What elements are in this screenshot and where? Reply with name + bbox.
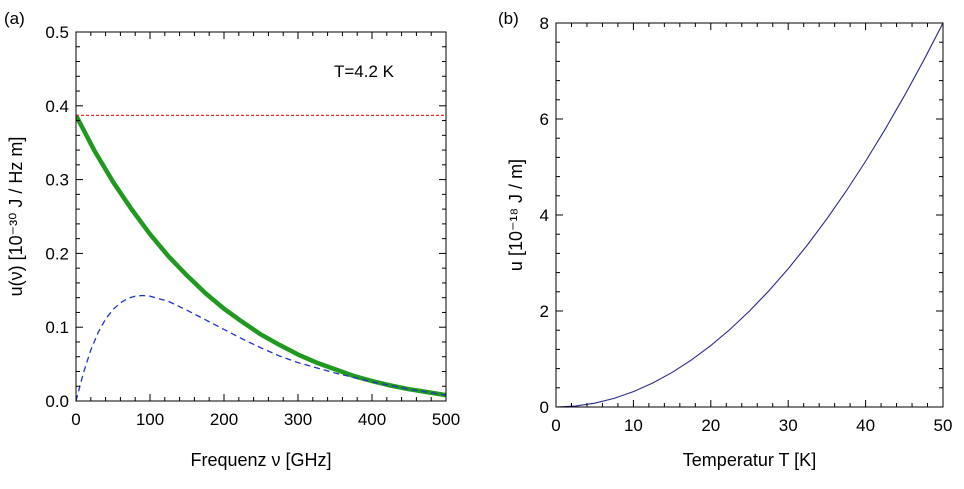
chart-panel-a: 0 100 200 300 400 500 0.0 0.1 0.2 0.3 0.4 0.5 Freque… (4, 9, 460, 470)
plot-frame (75, 31, 447, 402)
y-tick-label: 0.5 (45, 23, 69, 42)
y-tick-label: 6 (540, 110, 549, 129)
y-tick-label: 0.2 (45, 244, 69, 263)
y-axis-title: u(ν) [10⁻³⁰ J / Hz m] (6, 137, 26, 297)
x-tick-label: 0 (551, 416, 560, 435)
x-tick-label: 500 (432, 410, 460, 429)
y-tick-label: 0.4 (45, 97, 69, 116)
plot-area (556, 23, 943, 407)
x-tick-label: 40 (856, 416, 875, 435)
temperature-annotation: T=4.2 K (334, 62, 395, 81)
plot-area (76, 114, 446, 401)
x-tick-label: 30 (779, 416, 798, 435)
y-tick-label: 0.1 (45, 318, 69, 337)
x-axis-title: Temperatur T [K] (683, 450, 816, 470)
x-tick-label: 100 (136, 410, 164, 429)
series-line-solid-thick (76, 114, 446, 398)
x-axis-title: Frequenz ν [GHz] (190, 450, 331, 470)
x-tick-label: 400 (358, 410, 386, 429)
y-tick-label: 2 (540, 302, 549, 321)
x-tick-label: 10 (624, 416, 643, 435)
x-tick-label: 0 (71, 410, 80, 429)
series-line-dashed (76, 294, 446, 401)
x-tick-label: 20 (701, 416, 720, 435)
y-tick-label: 0 (540, 398, 549, 417)
y-tick-label: 8 (540, 14, 549, 33)
series-line-solid-thin (556, 23, 943, 407)
y-tick-label: 0.3 (45, 171, 69, 190)
x-tick-label: 200 (210, 410, 238, 429)
panel-label: (b) (498, 9, 519, 28)
plot-frame (555, 22, 944, 408)
panel-label: (a) (4, 9, 25, 28)
x-tick-label: 300 (284, 410, 312, 429)
y-tick-label: 0.0 (45, 392, 69, 411)
y-tick-label: 4 (540, 206, 549, 225)
x-tick-label: 50 (934, 416, 953, 435)
y-axis-title: u [10⁻¹⁸ J / m] (506, 159, 526, 271)
chart-panel-b: 0 10 20 30 40 50 0 2 4 6 8 Temperatur T [K] u [10⁻¹⁸… (498, 9, 952, 470)
